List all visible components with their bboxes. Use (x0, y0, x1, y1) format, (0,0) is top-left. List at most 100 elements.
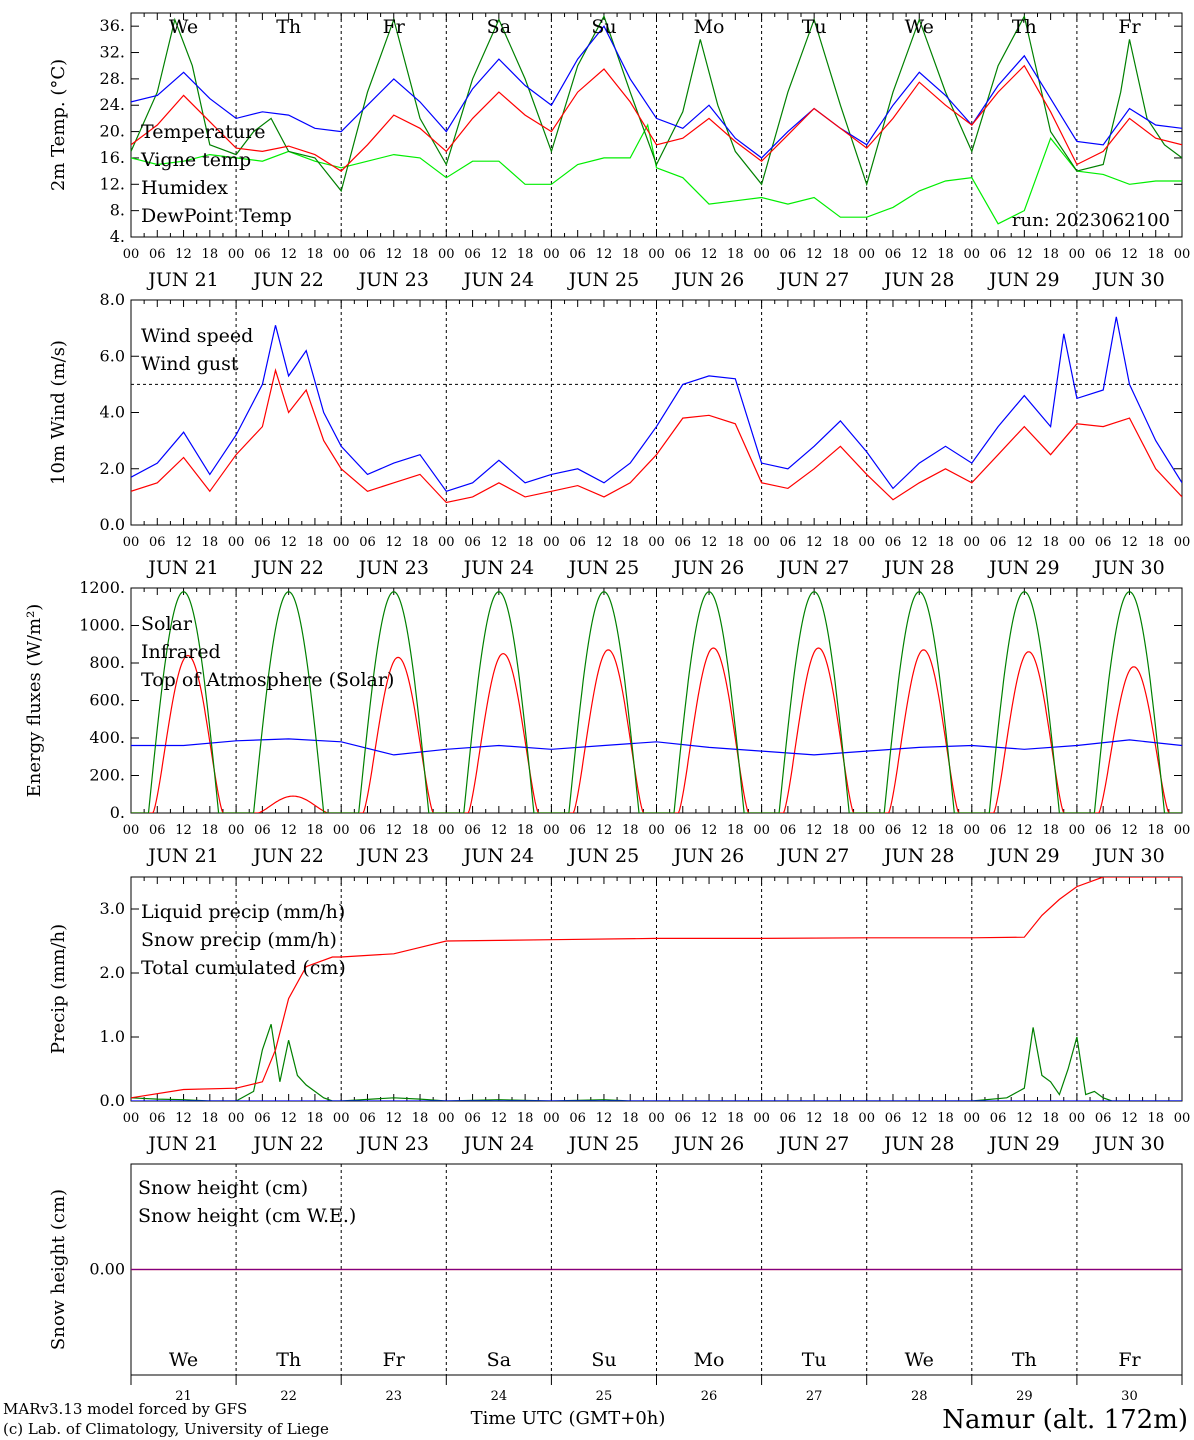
hour-tick-label: 18 (202, 1111, 219, 1126)
y-tick-label: 3.0 (100, 899, 125, 918)
date-label: JUN 24 (462, 557, 534, 579)
hour-tick-label: 12 (491, 247, 508, 262)
hour-tick-label: 12 (911, 247, 928, 262)
date-label: JUN 29 (987, 269, 1059, 291)
y-tick-label: 28. (100, 69, 125, 88)
hour-tick-label: 00 (123, 247, 140, 262)
hour-tick-label: 18 (622, 823, 639, 838)
hour-tick-label: 06 (780, 823, 797, 838)
day-number: 22 (280, 1389, 297, 1404)
weekday-label: Sa (487, 16, 511, 38)
date-label: JUN 30 (1092, 845, 1164, 867)
y-axis-label: Energy fluxes (W/m²) (24, 604, 45, 798)
hour-tick-label: 00 (1174, 823, 1191, 838)
date-label: JUN 25 (567, 269, 639, 291)
hour-tick-label: 00 (123, 1111, 140, 1126)
plot-frame (130, 587, 1183, 814)
date-label: JUN 23 (357, 1133, 429, 1155)
series-line (131, 738, 1182, 756)
panel-precip: 00 06 12 18 00 06 12 18 00 06 12 18 00 06 12 18 00 06 12 18… (48, 876, 1190, 1155)
series-line (131, 368, 1182, 504)
hour-tick-label: 12 (596, 823, 613, 838)
hour-tick-label: 18 (412, 823, 429, 838)
y-tick-label: 0.00 (89, 1260, 125, 1279)
hour-tick-label: 06 (464, 535, 481, 550)
y-axis-label: 2m Temp. (°C) (48, 59, 69, 191)
weekday-label-bottom: Mo (694, 1349, 725, 1371)
weekday-label-bottom: Fr (383, 1349, 406, 1371)
date-label: JUN 22 (251, 557, 323, 579)
hour-tick-label: 00 (858, 247, 875, 262)
hour-tick-label: 12 (491, 535, 508, 550)
y-tick-label: 8.0 (100, 290, 125, 309)
legend-entry: Liquid precip (mm/h) (141, 901, 345, 923)
date-label: JUN 24 (462, 845, 534, 867)
hour-tick-label: 18 (412, 247, 429, 262)
hour-tick-label: 12 (385, 1111, 402, 1126)
hour-tick-label: 00 (333, 823, 350, 838)
series-line (131, 877, 1182, 1099)
hour-tick-label: 00 (858, 535, 875, 550)
hour-tick-label: 12 (911, 535, 928, 550)
day-number: 21 (175, 1389, 192, 1404)
hour-tick-label: 12 (596, 247, 613, 262)
date-label: JUN 27 (777, 1133, 849, 1155)
legend-entry: Temperature (141, 121, 265, 143)
weekday-label: Mo (694, 16, 725, 38)
hour-tick-label: 12 (491, 1111, 508, 1126)
weekday-label-bottom: Fr (1118, 1349, 1141, 1371)
panel-temp: 00 06 12 18 00 06 12 18 00 06 12 18 00 06 12 18 00 06 12 18… (48, 12, 1190, 291)
legend-entry: Snow height (cm) (138, 1177, 308, 1199)
day-number: 27 (806, 1389, 823, 1404)
hour-tick-label: 00 (543, 823, 560, 838)
date-label: JUN 26 (672, 845, 744, 867)
y-tick-label: 6.0 (100, 346, 125, 365)
day-number: 29 (1016, 1389, 1033, 1404)
y-tick-label: 800. (89, 653, 125, 672)
hour-tick-label: 00 (858, 1111, 875, 1126)
hour-tick-label: 12 (1121, 247, 1138, 262)
date-label: JUN 30 (1092, 1133, 1164, 1155)
hour-tick-label: 00 (1069, 823, 1086, 838)
hour-tick-label: 18 (1042, 247, 1059, 262)
hour-tick-label: 06 (885, 1111, 902, 1126)
legend-entry: Snow precip (mm/h) (141, 929, 337, 951)
hour-tick-label: 12 (701, 535, 718, 550)
weekday-label-bottom: Tu (802, 1349, 827, 1371)
hour-tick-label: 18 (1147, 823, 1164, 838)
hour-tick-label: 06 (464, 1111, 481, 1126)
hour-tick-label: 00 (438, 1111, 455, 1126)
legend-entry: Humidex (141, 177, 228, 199)
hour-tick-label: 06 (675, 1111, 692, 1126)
hour-tick-label: 18 (517, 247, 534, 262)
y-tick-label: 1200. (79, 578, 125, 597)
hour-tick-label: 18 (727, 823, 744, 838)
x-axis-title: Time UTC (GMT+0h) (471, 1408, 666, 1429)
hour-tick-label: 18 (202, 823, 219, 838)
series-line (131, 64, 1182, 172)
hour-tick-label: 00 (228, 823, 245, 838)
hour-tick-label: 00 (753, 247, 770, 262)
hour-tick-label: 12 (596, 1111, 613, 1126)
legend-entry: Top of Atmosphere (Solar) (141, 669, 394, 691)
weekday-label: Th (276, 16, 301, 38)
date-label: JUN 28 (882, 269, 954, 291)
hour-tick-label: 18 (832, 535, 849, 550)
y-tick-label: 2.0 (100, 963, 125, 982)
hour-tick-label: 18 (1042, 535, 1059, 550)
hour-tick-label: 06 (675, 247, 692, 262)
date-label: JUN 22 (251, 845, 323, 867)
date-label: JUN 25 (567, 1133, 639, 1155)
y-tick-label: 20. (100, 122, 125, 141)
hour-tick-label: 06 (149, 247, 166, 262)
hour-tick-label: 12 (596, 535, 613, 550)
y-tick-label: 600. (89, 691, 125, 710)
hour-tick-label: 12 (911, 1111, 928, 1126)
station-name: Namur (alt. 172m) (942, 1405, 1188, 1435)
hour-tick-label: 06 (1095, 1111, 1112, 1126)
series-line (131, 647, 1182, 813)
date-label: JUN 28 (882, 1133, 954, 1155)
hour-tick-label: 12 (1016, 535, 1033, 550)
legend-entry: DewPoint Temp (141, 205, 292, 227)
hour-tick-label: 06 (569, 535, 586, 550)
